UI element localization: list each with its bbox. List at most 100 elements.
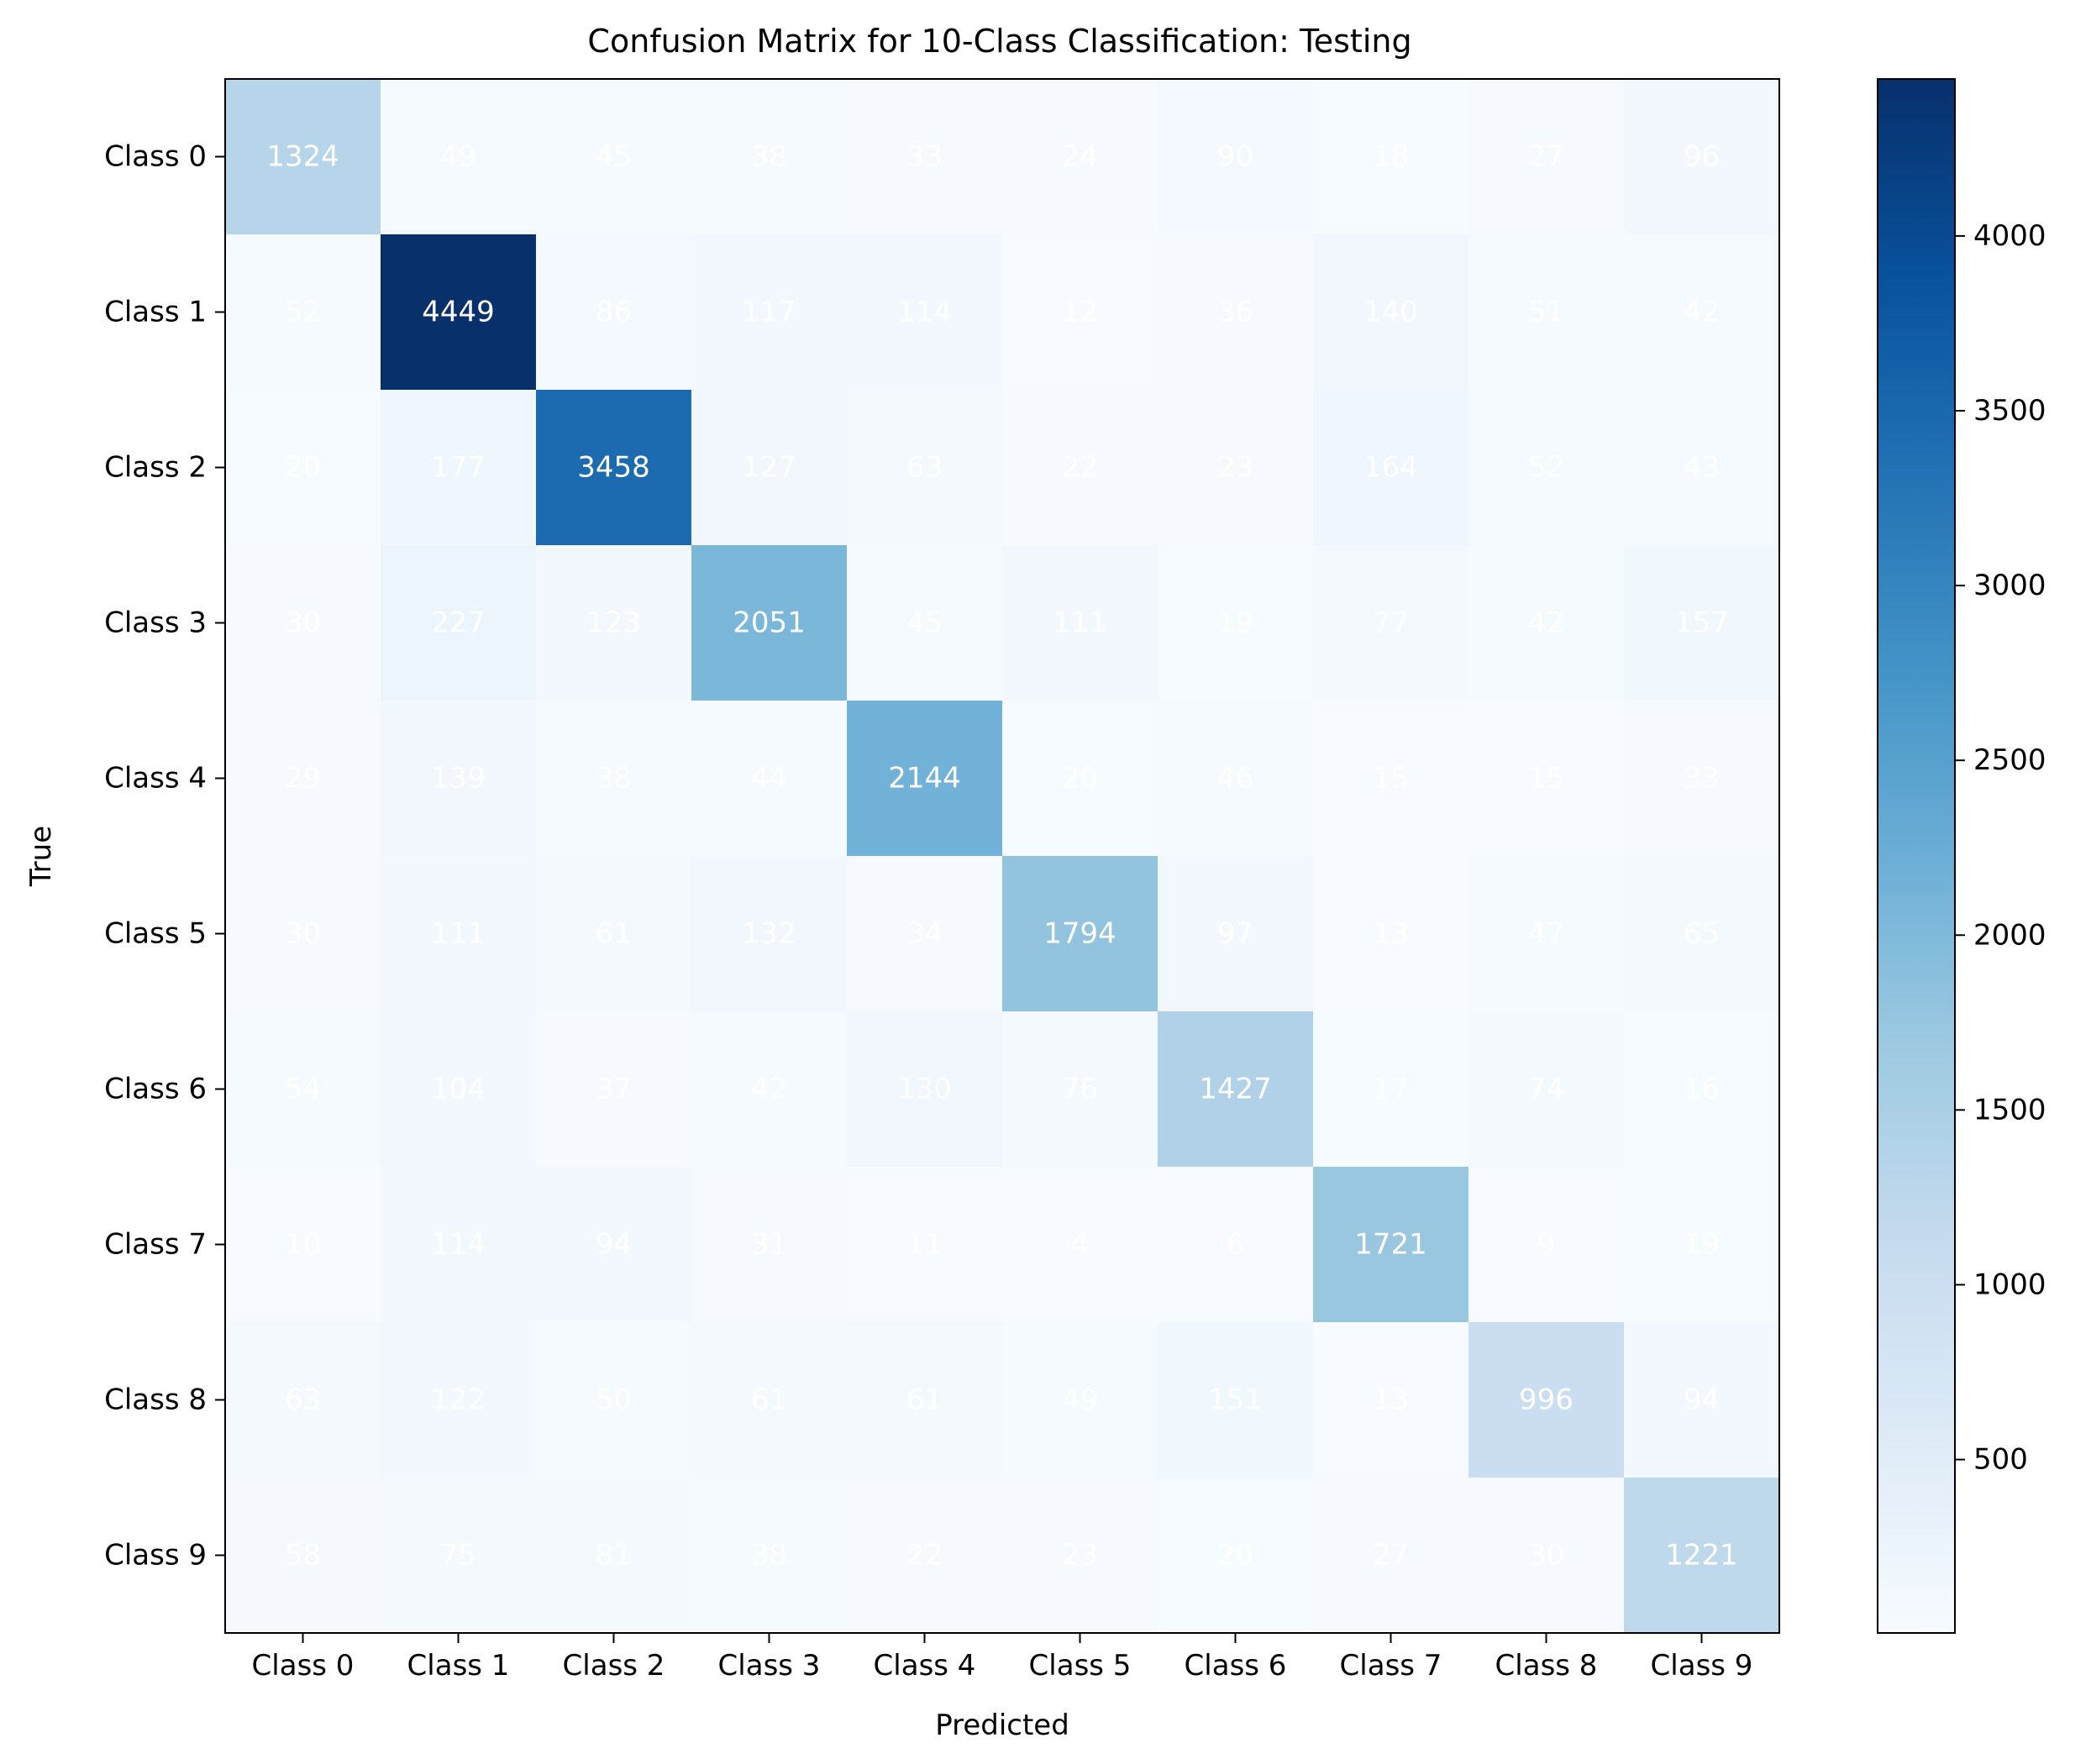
heatmap-cell [691,79,848,235]
heatmap-cell [536,1011,692,1168]
cell-value: 20 [1062,762,1098,795]
cell-value: 65 [1684,917,1720,951]
cell-value: 37 [596,1073,632,1106]
heatmap-cell [1624,856,1780,1012]
heatmap-cell [691,390,848,546]
cell-value: 20 [285,451,321,485]
heatmap-cell [1468,234,1625,391]
heatmap-cell [691,234,848,391]
cell-value: 45 [596,140,632,174]
cell-value: 30 [285,917,321,951]
cell-value: 19 [1684,1228,1720,1262]
heatmap-cell [381,1478,537,1634]
cell-value: 17 [1373,1073,1409,1106]
x-axis-label: Predicted [935,1709,1069,1742]
cell-value: 1721 [1354,1228,1427,1262]
cell-value: 42 [1528,606,1564,640]
cell-value: 45 [906,606,943,640]
cell-value: 33 [906,140,943,174]
heatmap-cell [1468,1167,1625,1323]
colorbar-tick-label: 2000 [1973,918,2046,952]
colorbar-tick-label: 1500 [1973,1093,2046,1126]
heatmap-cell [1158,1167,1314,1323]
cell-value: 50 [596,1383,632,1417]
heatmap-cell [1158,79,1314,235]
y-tick-label: Class 1 [104,296,207,329]
y-axis-ticks: Class 0 Class 1 Class 2 Class 3 Class 4 Class… [104,140,225,1572]
cell-value: 90 [1217,140,1253,174]
cell-value: 1324 [266,140,339,174]
y-tick-label: Class 7 [104,1228,207,1262]
cell-value: 23 [1217,451,1253,485]
cell-value: 52 [1528,451,1564,485]
heatmap-cell [847,701,1003,857]
heatmap-cell [1313,79,1469,235]
cell-value: 34 [906,917,943,951]
cell-value: 104 [431,1073,486,1106]
y-tick-label: Class 5 [104,917,207,951]
cell-value: 27 [1373,1539,1409,1572]
x-tick-label: Class 0 [252,1649,355,1683]
cell-value: 122 [431,1383,486,1417]
heatmap-cell [1624,1167,1780,1323]
heatmap-cell [1468,856,1625,1012]
heatmap-cell [225,1478,381,1634]
cell-value: 18 [1373,140,1409,174]
heatmap-cell [1468,1322,1625,1478]
cell-value: 3458 [577,451,650,485]
cell-value: 38 [751,140,787,174]
heatmap-cell [536,856,692,1012]
heatmap-cell [1468,545,1625,701]
colorbar-tick-label: 2500 [1973,743,2046,777]
heatmap-cell [1158,234,1314,391]
heatmap-cell [225,701,381,857]
x-tick-label: Class 4 [874,1649,976,1683]
heatmap-cell [1313,234,1469,391]
cell-value: 42 [1684,296,1720,329]
y-tick-label: Class 0 [104,140,207,174]
heatmap-cell [847,234,1003,391]
cell-value: 996 [1519,1383,1574,1417]
heatmap-cell [1158,856,1314,1012]
x-tick-label: Class 7 [1340,1649,1442,1683]
heatmap-cell [847,1322,1003,1478]
heatmap-cell [1002,1011,1158,1168]
cell-value: 43 [1684,451,1720,485]
cell-value: 54 [285,1073,321,1106]
heatmap-cell [225,234,381,391]
cell-value: 22 [906,1539,943,1572]
cell-value: 31 [751,1228,787,1262]
heatmap-cell [1313,701,1469,857]
cell-value: 38 [596,762,632,795]
cell-value: 157 [1674,606,1729,640]
cell-value: 61 [751,1383,787,1417]
heatmap-cell [1002,701,1158,857]
heatmap-cell [1158,545,1314,701]
heatmap-cell [1624,79,1780,235]
cell-value: 42 [751,1073,787,1106]
cell-value: 140 [1363,296,1418,329]
heatmap-cell [847,79,1003,235]
cell-value: 61 [906,1383,943,1417]
heatmap-cell [691,1167,848,1323]
cell-value: 4449 [422,296,495,329]
y-tick-label: Class 6 [104,1073,207,1106]
cell-value: 139 [431,762,486,795]
heatmap-cell [536,545,692,701]
heatmap-cell [691,856,848,1012]
heatmap-cell [381,1322,537,1478]
cell-value: 130 [897,1073,952,1106]
heatmap-cell [1158,1478,1314,1634]
cell-value: 81 [596,1539,632,1572]
heatmap-cell [691,701,848,857]
cell-value: 74 [1528,1073,1564,1106]
heatmap-cell [536,234,692,391]
heatmap-cells [225,79,1780,1634]
cell-value: 15 [1373,762,1409,795]
cell-value: 151 [1208,1383,1263,1417]
cell-value: 117 [742,296,796,329]
heatmap-cell [1313,1167,1469,1323]
cell-value: 9 [1537,1228,1556,1262]
heatmap-cell [847,545,1003,701]
x-tick-label: Class 1 [407,1649,510,1683]
